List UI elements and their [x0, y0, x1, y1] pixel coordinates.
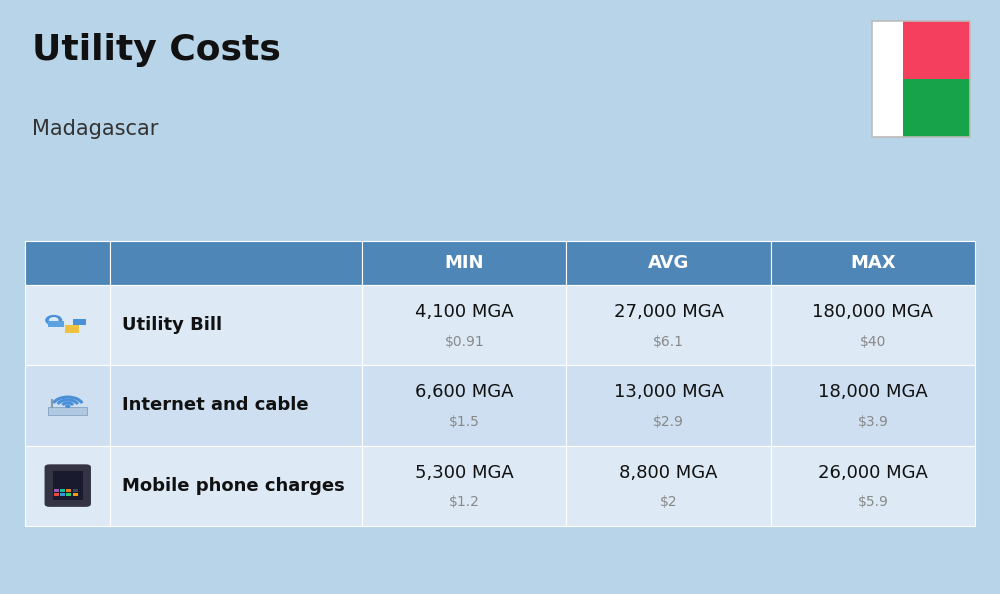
Text: $1.5: $1.5	[449, 415, 480, 429]
Bar	[73, 494, 78, 497]
Text: Utility Costs: Utility Costs	[32, 33, 281, 67]
Bar	[25, 446, 110, 526]
Text: $0.91: $0.91	[444, 335, 484, 349]
Bar	[48, 321, 64, 327]
Bar	[53, 472, 83, 500]
Bar	[60, 489, 65, 492]
Bar	[110, 446, 362, 526]
Bar	[110, 285, 362, 365]
Bar	[54, 489, 59, 492]
Bar	[903, 21, 970, 78]
Bar	[73, 489, 78, 492]
Text: $2: $2	[660, 495, 677, 509]
Bar	[25, 285, 110, 365]
Bar	[566, 285, 771, 365]
Bar	[65, 326, 79, 333]
Text: AVG: AVG	[648, 254, 689, 272]
Bar	[362, 285, 566, 365]
Bar	[25, 365, 110, 446]
Circle shape	[46, 315, 62, 325]
Text: Madagascar: Madagascar	[32, 119, 158, 139]
Text: 13,000 MGA: 13,000 MGA	[614, 383, 724, 402]
Text: 27,000 MGA: 27,000 MGA	[614, 303, 724, 321]
Bar	[566, 446, 771, 526]
Circle shape	[50, 318, 58, 323]
Text: $40: $40	[860, 335, 886, 349]
Bar	[110, 241, 362, 285]
Bar	[872, 21, 903, 137]
Text: Mobile phone charges: Mobile phone charges	[122, 476, 345, 495]
Bar	[66, 494, 71, 497]
Bar	[872, 21, 970, 137]
Bar	[903, 78, 970, 137]
Text: 6,600 MGA: 6,600 MGA	[415, 383, 514, 402]
Text: MIN: MIN	[445, 254, 484, 272]
Bar	[771, 365, 975, 446]
Bar	[60, 494, 65, 497]
Bar	[110, 365, 362, 446]
Text: 180,000 MGA: 180,000 MGA	[812, 303, 933, 321]
Bar	[771, 285, 975, 365]
Text: $2.9: $2.9	[653, 415, 684, 429]
Bar	[48, 407, 87, 415]
Bar	[771, 446, 975, 526]
Bar	[66, 489, 71, 492]
Text: 5,300 MGA: 5,300 MGA	[415, 463, 514, 482]
Bar	[362, 241, 566, 285]
Text: 26,000 MGA: 26,000 MGA	[818, 463, 928, 482]
Text: $1.2: $1.2	[449, 495, 480, 509]
Bar	[362, 446, 566, 526]
Text: $6.1: $6.1	[653, 335, 684, 349]
Text: 8,800 MGA: 8,800 MGA	[619, 463, 718, 482]
Text: $3.9: $3.9	[857, 415, 888, 429]
Bar	[73, 320, 86, 326]
Bar	[362, 365, 566, 446]
Bar	[25, 241, 110, 285]
Circle shape	[66, 405, 70, 407]
Bar	[566, 365, 771, 446]
Bar	[54, 494, 59, 497]
Text: Utility Bill: Utility Bill	[122, 316, 223, 334]
Text: $5.9: $5.9	[857, 495, 888, 509]
Text: MAX: MAX	[850, 254, 896, 272]
FancyBboxPatch shape	[45, 465, 91, 507]
Text: Internet and cable: Internet and cable	[122, 396, 309, 415]
Text: 4,100 MGA: 4,100 MGA	[415, 303, 514, 321]
Bar	[771, 241, 975, 285]
Bar	[566, 241, 771, 285]
Text: 18,000 MGA: 18,000 MGA	[818, 383, 928, 402]
